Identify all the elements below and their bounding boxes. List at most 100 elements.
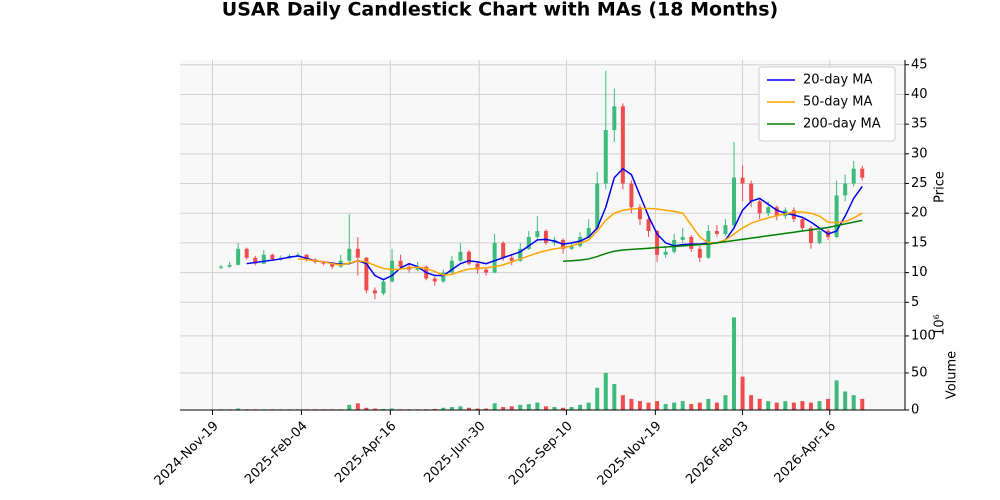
candle-body [432,278,437,282]
candle-body [347,248,352,261]
candle-body [655,231,660,255]
volume-bar [569,407,574,410]
candle-body [466,251,471,264]
legend-label: 200-day MA [803,117,881,132]
volume-bar [501,407,506,410]
candle-body [732,177,737,226]
candle-body [843,183,848,196]
candle-body [740,177,745,184]
volume-bar [766,401,771,410]
volume-bar [561,407,566,410]
y-tick-label: 45 [911,57,928,72]
volume-bar [492,403,497,410]
y-tick-label: 5 [911,295,919,310]
volume-axis-label: Volume [945,351,960,399]
volume-bar [723,395,728,410]
volume-bar [860,398,865,410]
volume-bar [347,404,352,410]
volume-bar [851,395,856,410]
volume-bar [706,398,711,410]
candle-body [543,231,548,243]
volume-bar [466,407,471,410]
candle-body [689,236,694,249]
candle-body [304,254,309,260]
x-tick-label: 2025-Feb-04 [242,419,311,488]
volume-bar [655,401,660,410]
candle-body [492,242,497,273]
candle-body [637,207,642,220]
candle-body [860,168,865,178]
candle-body [680,236,685,240]
candle-body [714,231,719,234]
candle-body [449,260,454,273]
candle-body [757,201,762,214]
volume-bar [518,404,523,410]
y-tick-label: 40 [911,87,928,102]
candle-body [415,266,420,270]
volume-bar [236,408,241,410]
y-tick-label: 35 [911,117,928,132]
volume-panel [180,310,905,410]
candle-body [834,195,839,237]
candle-body [236,248,241,265]
volume-bar [364,407,369,410]
candle-body [330,263,335,267]
volume-bar [620,395,625,410]
volume-bar [637,401,642,410]
candle-body [381,281,386,294]
candle-body [766,207,771,214]
volume-bar [732,317,737,410]
volume-bar [826,398,831,410]
candle-body [261,254,266,264]
volume-bar [484,408,489,410]
candle-body [629,183,634,208]
volume-bar [834,380,839,410]
x-tick-label: 2026-Apr-16 [772,419,839,486]
volume-bar [475,408,480,410]
candle-body [612,106,617,131]
candle-body [364,257,369,291]
y-tick-label: 10 [911,265,928,280]
volume-bar [441,407,446,410]
volume-bar [783,401,788,410]
volume-bar [672,402,677,410]
candle-body [646,219,651,232]
candle-body [475,263,480,270]
ma-line [297,207,863,276]
volume-bar [355,403,360,410]
candle-body [458,251,463,261]
volume-bar [740,376,745,410]
candle-body [595,183,600,229]
candle-body [817,231,822,243]
price-axis-label: Price [933,171,948,203]
volume-bar [629,398,634,410]
volume-tick-label: 100 [911,328,936,343]
volume-bar [757,398,762,410]
volume-bar [390,408,395,410]
volume-bar [843,391,848,410]
volume-bar [535,402,540,410]
candle-body [749,183,754,202]
volume-bar [552,407,557,410]
candle-body [441,272,446,282]
volume-bar [689,404,694,410]
volume-bar [509,406,514,410]
x-tick-label: 2025-Sep-10 [506,419,576,489]
volume-bar [603,372,608,410]
volume-bar [526,404,531,410]
volume-bar [372,408,377,410]
candle-body [800,219,805,229]
y-tick-label: 20 [911,206,928,221]
legend-box [758,66,896,142]
volume-tick-label: 0 [911,403,919,418]
candle-body [586,228,591,237]
candle-body [321,261,326,264]
x-tick-label: 2025-Apr-16 [332,419,399,486]
candle-body [535,231,540,237]
chart-title: USAR Daily Candlestick Chart with MAs (1… [222,0,778,21]
volume-bar [646,402,651,410]
volume-bar [680,401,685,410]
candle-body [603,130,608,184]
candle-body [569,245,574,249]
